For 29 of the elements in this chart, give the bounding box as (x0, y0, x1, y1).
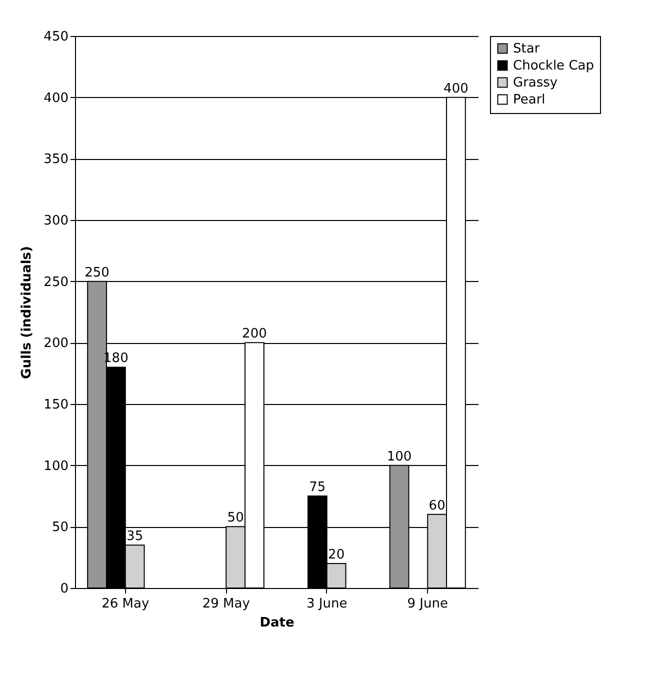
data-label: 20 (328, 547, 345, 562)
y-tick-label: 100 (44, 458, 68, 474)
y-tick-label: 350 (44, 152, 68, 168)
x-tick-label: 9 June (407, 596, 448, 612)
legend-label: Chockle Cap (513, 58, 594, 74)
y-tick-label: 300 (44, 214, 68, 228)
y-tick-label: 450 (44, 30, 68, 44)
data-label: 60 (428, 498, 446, 514)
y-axis-title: Gulls (individuals) (20, 246, 35, 379)
y-tick-label: 400 (44, 90, 68, 106)
legend-label: Grassy (513, 76, 558, 90)
data-label: 75 (309, 480, 326, 495)
x-axis-title: Date (260, 616, 294, 630)
y-tick-label: 0 (60, 582, 68, 596)
data-label: 200 (242, 326, 267, 342)
data-label: 100 (386, 449, 412, 464)
x-tick-label: 26 May (102, 596, 150, 612)
data-label: 35 (126, 529, 144, 544)
y-tick-label: 50 (52, 520, 68, 536)
y-tick-label: 250 (44, 274, 68, 290)
y-tick-label: 150 (44, 398, 68, 412)
data-label: 250 (84, 265, 110, 280)
legend-label: Pearl (513, 92, 546, 108)
data-label: 400 (444, 81, 468, 96)
x-tick-label: 3 June (306, 596, 348, 612)
legend-label: Star (513, 42, 540, 56)
data-label: 50 (227, 510, 244, 526)
x-tick-label: 29 May (202, 596, 250, 612)
y-tick-label: 200 (44, 336, 68, 352)
